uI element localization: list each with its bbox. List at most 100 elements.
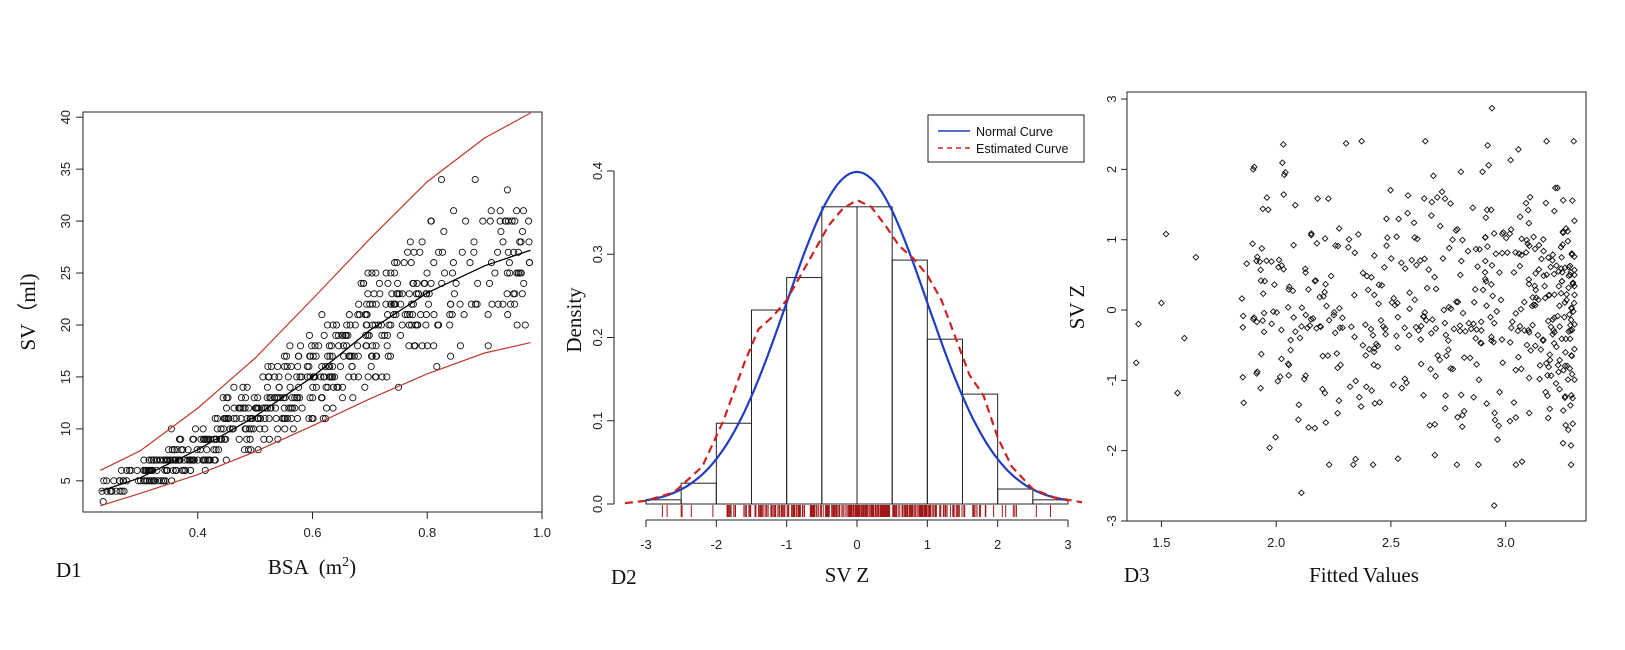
d1-point	[295, 383, 303, 391]
d1-point	[367, 362, 375, 371]
d3-point	[1302, 372, 1310, 380]
d1-point	[271, 404, 280, 412]
d1-point	[343, 321, 351, 329]
d3-point	[1497, 296, 1505, 304]
d3-point	[1559, 407, 1567, 414]
d3-point	[1261, 277, 1269, 285]
d1-point	[383, 342, 391, 350]
d3-point	[1429, 316, 1436, 324]
d1-point	[294, 394, 302, 402]
d1-point	[203, 446, 211, 454]
d1-point	[275, 373, 283, 381]
d1-point	[503, 269, 511, 277]
d1-point	[390, 300, 398, 308]
d1-y-tick-label: 40	[58, 110, 73, 124]
d3-point	[1426, 421, 1434, 429]
d1-point	[345, 311, 353, 319]
d1-point	[471, 300, 480, 308]
d1-point	[413, 279, 421, 287]
d1-point	[376, 290, 384, 298]
d3-point	[1433, 193, 1441, 201]
d3-point	[1257, 266, 1265, 274]
d3-point	[1253, 257, 1260, 265]
d3-point	[1515, 145, 1522, 153]
d1-point	[220, 414, 228, 423]
d1-point	[243, 383, 251, 391]
d3-point	[1266, 444, 1274, 452]
d1-point	[308, 342, 316, 350]
d1-point	[177, 435, 185, 443]
d1-point	[486, 217, 494, 225]
d3-point	[1555, 282, 1563, 290]
d3-point	[1481, 275, 1489, 283]
d3-point	[1558, 335, 1566, 343]
d3-point	[1333, 350, 1341, 357]
d3-point	[1536, 375, 1544, 383]
d3-point	[1276, 373, 1284, 381]
d3-point	[1454, 413, 1461, 421]
d3-point	[1447, 200, 1454, 208]
d3-point	[1383, 234, 1391, 242]
d1-point	[519, 207, 528, 215]
d3-point	[1456, 271, 1464, 279]
d3-point	[1490, 502, 1498, 509]
d3-point	[1453, 461, 1461, 469]
d1-point	[283, 362, 291, 371]
d1-point	[287, 362, 295, 371]
d1-point	[251, 404, 260, 412]
d3-point	[1370, 344, 1378, 352]
d1-point	[447, 352, 455, 360]
d1-point	[160, 477, 168, 485]
d1-point	[505, 259, 513, 267]
d3-point	[1540, 272, 1548, 280]
d1-point	[458, 248, 466, 256]
d1-point	[261, 404, 270, 412]
d3-point	[1132, 359, 1140, 367]
d1-point	[283, 414, 291, 423]
d3-point	[1307, 315, 1315, 323]
d1-point	[359, 279, 367, 287]
d3-point	[1567, 442, 1575, 449]
d1-point	[368, 342, 377, 350]
d1-point	[405, 342, 413, 350]
d3-point	[1352, 377, 1360, 385]
d1-point	[514, 248, 522, 256]
d3-point	[1368, 273, 1375, 281]
d3-point	[1457, 391, 1465, 399]
d3-point	[1510, 269, 1518, 276]
d1-point	[237, 414, 245, 423]
d3-point	[1331, 329, 1339, 337]
d3-point	[1571, 345, 1578, 353]
d3-point	[1483, 302, 1490, 310]
d3-point	[1567, 316, 1575, 324]
d1-point	[368, 352, 376, 360]
d1-point	[267, 362, 275, 371]
d3-point	[1330, 308, 1338, 316]
d1-point	[393, 259, 401, 267]
d1-point	[387, 269, 395, 277]
d1-point	[494, 300, 502, 308]
d1-x-axis-title-main: BSA	[268, 555, 310, 579]
d1-point	[378, 331, 386, 339]
d1-point	[447, 300, 455, 308]
d1-point	[217, 425, 225, 433]
d1-y-tick-label: 35	[58, 162, 73, 176]
d1-point	[222, 414, 230, 423]
d3-point	[1449, 365, 1457, 373]
d3-point	[1370, 252, 1378, 260]
d3-point	[1569, 394, 1577, 402]
d3-point	[1529, 321, 1537, 329]
d3-point	[1393, 299, 1401, 307]
d1-point	[407, 259, 415, 267]
d1-point	[254, 414, 262, 423]
d1-point	[230, 404, 238, 412]
d1-point	[363, 300, 371, 308]
d1-point	[263, 383, 271, 391]
d3-point	[1541, 282, 1549, 290]
d3-point	[1477, 318, 1485, 326]
d3-point	[1256, 258, 1264, 266]
d3-point	[1406, 289, 1414, 297]
d3-point	[1397, 259, 1405, 267]
d3-point	[1157, 299, 1165, 307]
d3-point	[1546, 405, 1554, 413]
